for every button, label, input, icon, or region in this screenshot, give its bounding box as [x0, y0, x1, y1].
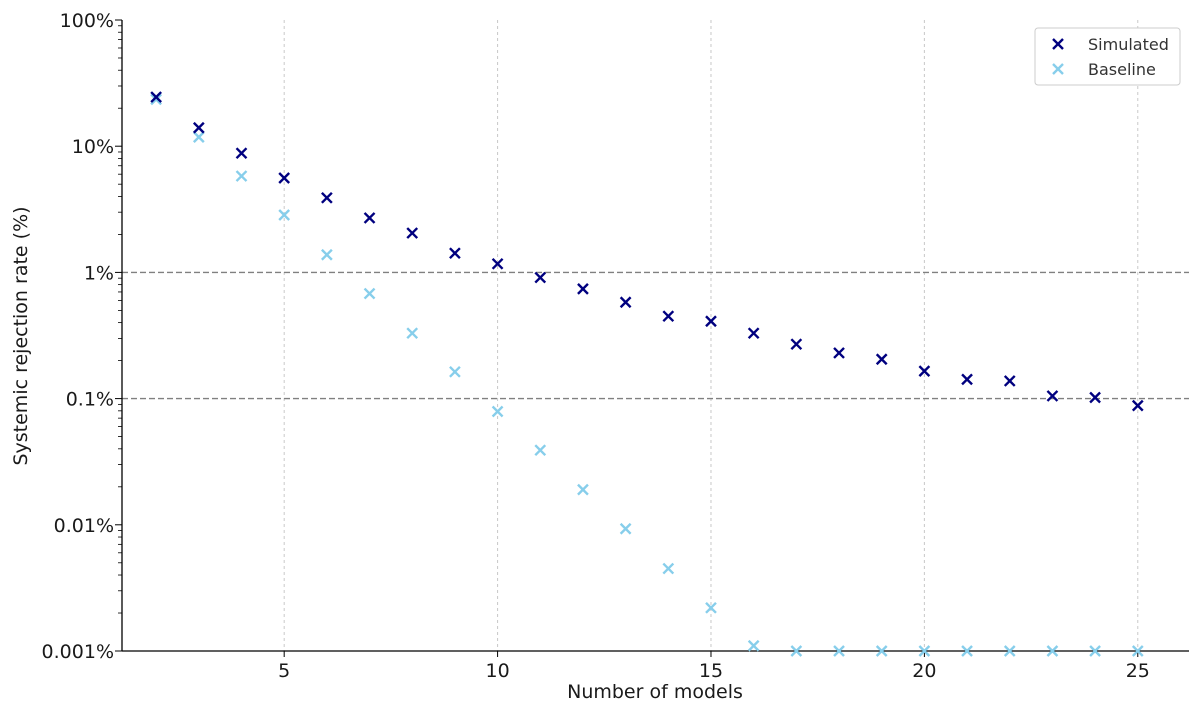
point-baseline — [1003, 645, 1016, 657]
point-simulated — [833, 347, 845, 359]
point-baseline — [491, 405, 504, 418]
point-baseline — [875, 645, 888, 657]
point-simulated — [875, 353, 888, 366]
grid-layer — [283, 20, 1139, 651]
point-simulated — [150, 91, 162, 103]
point-baseline — [406, 327, 419, 340]
point-simulated — [662, 310, 675, 323]
legend-marker — [1052, 38, 1064, 50]
y-axis-label: Systemic rejection rate (%) — [10, 206, 32, 465]
point-simulated — [192, 121, 205, 134]
legend: Simulated Baseline — [1034, 27, 1181, 86]
data-points — [150, 91, 1144, 657]
point-baseline — [577, 483, 589, 496]
point-baseline — [619, 522, 632, 535]
point-simulated — [534, 271, 547, 284]
point-baseline — [192, 131, 205, 143]
x-tick-label: 25 — [1126, 660, 1150, 682]
point-baseline — [747, 639, 760, 652]
y-tick-label: 0.01% — [54, 515, 114, 537]
point-simulated — [278, 172, 291, 184]
point-simulated — [705, 315, 717, 328]
point-simulated — [577, 283, 589, 295]
point-simulated — [363, 212, 376, 224]
point-simulated — [491, 257, 504, 270]
axes — [115, 19, 1189, 657]
point-baseline — [321, 248, 333, 261]
point-baseline — [278, 209, 291, 221]
point-baseline — [150, 93, 162, 106]
legend-label: Simulated — [1088, 35, 1169, 54]
point-simulated — [1046, 390, 1059, 402]
point-baseline — [235, 170, 248, 182]
point-simulated — [235, 147, 248, 160]
y-tick-label: 0.1% — [66, 389, 114, 411]
point-baseline — [918, 645, 931, 657]
x-tick-label: 10 — [485, 660, 509, 682]
legend-label: Baseline — [1088, 60, 1156, 79]
x-tick-label: 5 — [278, 660, 290, 682]
point-simulated — [619, 296, 632, 309]
point-baseline — [1131, 645, 1144, 657]
y-tick-label: 0.001% — [42, 641, 114, 663]
point-simulated — [321, 191, 333, 204]
point-baseline — [449, 365, 461, 378]
point-baseline — [534, 444, 547, 457]
point-baseline — [705, 601, 717, 614]
point-simulated — [790, 338, 803, 351]
point-simulated — [1003, 375, 1016, 387]
point-simulated — [747, 327, 760, 340]
point-baseline — [961, 645, 973, 657]
point-simulated — [1131, 399, 1144, 412]
y-tick-label: 1% — [84, 262, 114, 284]
y-tick-label: 10% — [72, 136, 114, 158]
point-simulated — [1089, 391, 1101, 404]
x-tick-label: 20 — [912, 660, 936, 682]
point-baseline — [790, 645, 803, 657]
legend-box — [1034, 27, 1181, 86]
point-baseline — [363, 287, 376, 300]
point-simulated — [406, 227, 419, 239]
point-simulated — [961, 373, 973, 386]
tick-labels: 5 10 15 20 25 0.001% 0.01% 0.1% 1% 10% 100% — [42, 10, 1150, 682]
x-axis-label: Number of models — [567, 681, 743, 703]
legend-marker — [1052, 63, 1064, 75]
y-tick-label: 100% — [60, 10, 114, 32]
point-baseline — [1089, 645, 1101, 657]
point-baseline — [1046, 645, 1059, 657]
x-tick-label: 15 — [699, 660, 723, 682]
point-baseline — [833, 645, 845, 657]
point-simulated — [449, 247, 461, 260]
reference-lines — [122, 271, 1189, 400]
point-simulated — [918, 365, 931, 378]
point-baseline — [662, 562, 675, 575]
